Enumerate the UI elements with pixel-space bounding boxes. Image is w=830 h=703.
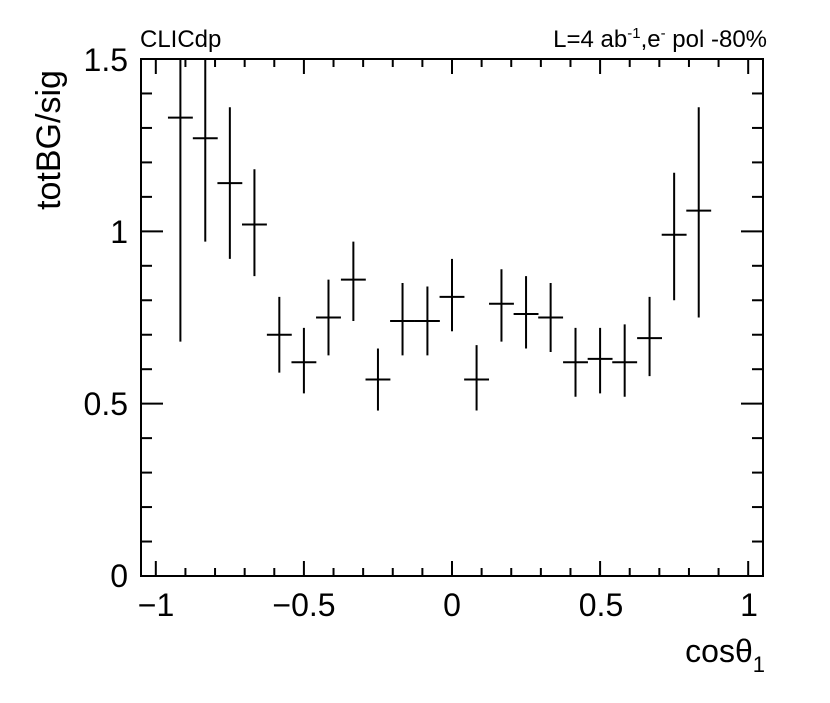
x-axis-ticks (154, 561, 750, 576)
top-right-label-main: L=4 ab (553, 26, 627, 53)
x-tick-label-4: 1 (740, 587, 758, 623)
y-tick-label-2: 1 (110, 214, 128, 250)
data-points (167, 59, 712, 411)
data-point (464, 345, 490, 411)
data-point (661, 172, 687, 301)
data-point (414, 286, 440, 356)
data-point (316, 279, 341, 356)
data-point (242, 169, 267, 277)
top-right-label-exponent-2: - (661, 25, 666, 42)
y-axis-ticks (141, 58, 163, 577)
y-axis-ticks-right (741, 58, 763, 577)
top-left-label: CLICdp (140, 26, 221, 53)
data-point (217, 107, 243, 259)
data-point (291, 327, 317, 394)
data-point (340, 241, 366, 321)
data-point (192, 59, 218, 242)
x-axis-ticks-top (154, 59, 750, 74)
x-axis-label-main: cosθ (685, 633, 753, 669)
data-point (513, 276, 539, 349)
data-point (266, 296, 292, 373)
data-point (686, 107, 712, 318)
x-tick-label-0: −1 (138, 587, 174, 623)
data-point (563, 327, 588, 397)
x-tick-label-2: 0 (443, 587, 461, 623)
data-point (637, 296, 662, 377)
x-tick-label-1: −0.5 (272, 587, 335, 623)
y-tick-label-3: 1.5 (84, 42, 128, 78)
x-axis-label: cosθ1 (685, 633, 765, 677)
data-point (365, 348, 391, 411)
x-axis-label-subscript: 1 (753, 652, 765, 677)
data-point (538, 283, 564, 352)
top-right-label: L=4 ab-1,e- pol -80% (553, 25, 767, 53)
data-point (390, 283, 415, 356)
top-right-label-tail: pol -80% (666, 26, 767, 53)
x-tick-label-3: 0.5 (579, 587, 623, 623)
top-right-label-exponent: -1 (627, 25, 640, 42)
data-point (439, 258, 465, 332)
y-tick-label-0: 0 (110, 558, 128, 594)
top-right-label-mid: ,e (641, 26, 661, 53)
y-axis-label: totBG/sig (30, 70, 68, 210)
data-point (587, 327, 613, 394)
data-point (167, 59, 193, 342)
data-point (489, 269, 514, 342)
data-point (612, 324, 638, 397)
y-tick-label-1: 0.5 (84, 386, 128, 422)
